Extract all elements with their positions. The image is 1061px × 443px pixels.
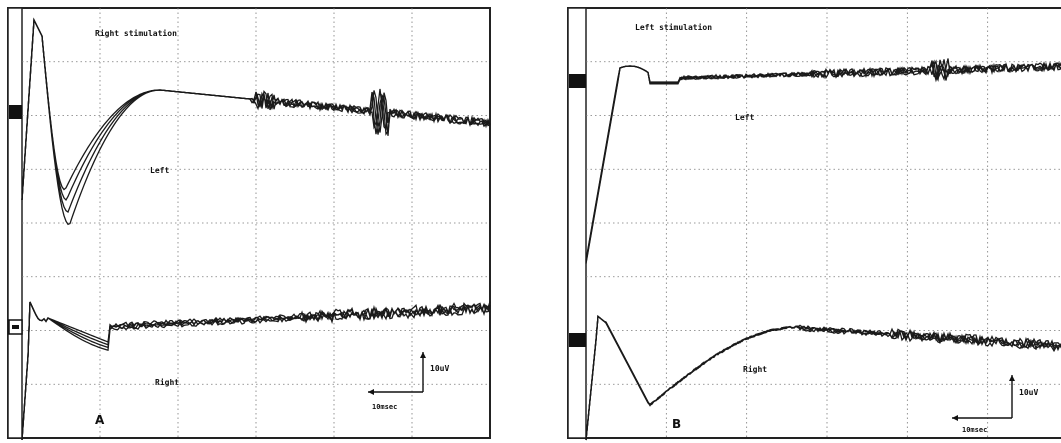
panel-b-scale-bar: 10uV 10msec [952, 375, 1038, 434]
panel-a-left-trace [21, 17, 491, 226]
panel-a-side-strip [7, 7, 23, 439]
panel-a-title: Right stimulation [95, 28, 177, 38]
panel-b-scale-arrow-left [952, 415, 958, 421]
panel-b-plot: Left stimulation Left Right B 10uV 10mse… [567, 7, 1061, 441]
panel-b-left-trace [585, 59, 1061, 262]
panel-a-letter: A [95, 413, 105, 427]
panel-a-trace-label-right: Right [155, 377, 179, 387]
panel-b-grid [586, 8, 1061, 438]
panel-b-side-strip [567, 7, 587, 439]
panel-b-right-trace [585, 315, 1061, 441]
panel-a-channel-marker-right-fill [12, 325, 19, 329]
panel-a-right-trace [21, 301, 491, 441]
panel-a-scale-arrow-left [368, 389, 374, 395]
panel-a-trace-label-left: Left [150, 166, 169, 175]
panel-b-channel-marker-left [569, 74, 586, 88]
panel-b-trace-label-left: Left [735, 113, 754, 122]
panel-a-right-trace [21, 301, 491, 441]
panel-b-left-trace [585, 59, 1061, 261]
panel-b-title: Left stimulation [635, 22, 712, 32]
panel-b-channel-marker-right [569, 333, 586, 347]
panel-b-scale-time-label: 10msec [962, 426, 987, 434]
panel-a: Right stimulation Left Right A 10uV 10ms… [0, 0, 500, 443]
panel-a-scale-amp-label: 10uV [430, 364, 449, 373]
panel-b-letter: B [672, 417, 681, 431]
panel-a-scale-time-label: 10msec [372, 403, 397, 411]
panel-a-traces [21, 17, 491, 441]
panel-b-left-trace [585, 58, 1061, 264]
panel-a-right-trace [21, 301, 491, 441]
panel-a-plot: Right stimulation Left Right A 10uV 10ms… [7, 7, 491, 441]
panel-a-channel-marker-left [9, 105, 22, 119]
panel-a-frame [7, 7, 491, 439]
panel-a-left-trace [21, 17, 491, 201]
panel-b: Left stimulation Left Right B 10uV 10mse… [560, 0, 1061, 443]
panel-a-scale-bar: 10uV 10msec [368, 352, 449, 411]
panel-a-grid [22, 8, 490, 438]
panel-b-right-trace [585, 315, 1061, 441]
panel-b-right-trace [585, 315, 1061, 441]
panel-b-scale-amp-label: 10uV [1019, 388, 1038, 397]
panel-b-scale-arrow-up [1009, 375, 1015, 381]
panel-b-left-trace [585, 59, 1061, 263]
panel-a-scale-arrow-up [420, 352, 426, 358]
panel-b-right-trace [585, 315, 1061, 441]
panel-a-left-trace [21, 17, 491, 201]
panel-b-trace-label-right: Right [743, 364, 767, 374]
panel-b-traces [585, 58, 1061, 441]
